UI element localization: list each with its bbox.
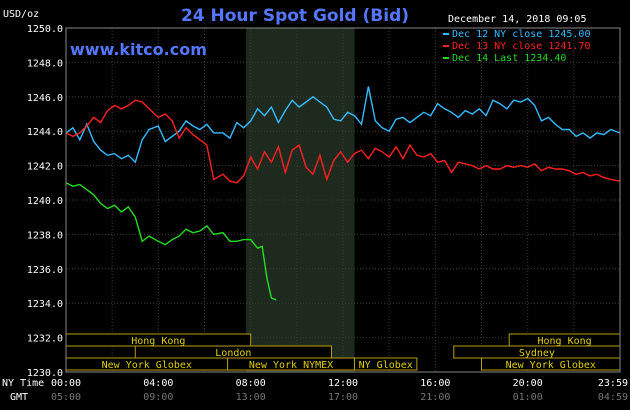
gmt-time-tick: 04:59 — [598, 392, 628, 403]
website-label: www.kitco.com — [70, 40, 207, 59]
y-tick-label: 1250.0 — [27, 24, 63, 35]
y-tick-label: 1248.0 — [27, 58, 63, 69]
x-axis-ticks: NY Time GMT 00:00 05:00 04:00 09:00 08:00 13:00… — [2, 378, 628, 403]
ny-time-row-label: NY Time — [2, 378, 44, 389]
y-tick-label: 1242.0 — [27, 162, 63, 173]
session-label: NY Globex — [359, 360, 413, 371]
gmt-time-tick: 17:00 — [328, 392, 358, 403]
y-tick-label: 1240.0 — [27, 196, 63, 207]
y-tick-label: 1238.0 — [27, 230, 63, 241]
ny-time-tick: 20:00 — [513, 378, 543, 389]
session-bar — [354, 357, 418, 371]
series-line — [65, 86, 620, 164]
y-tick-label: 1230.0 — [27, 368, 63, 379]
series-line — [65, 182, 277, 301]
price-lines — [65, 86, 620, 301]
gmt-time-tick: 13:00 — [236, 392, 266, 403]
y-tick-label: 1236.0 — [27, 265, 63, 276]
session-label: London — [215, 348, 251, 359]
ny-time-tick: 08:00 — [236, 378, 266, 389]
y-axis-ticks: 1230.0 1232.0 1234.0 1236.0 1238.0 1240.0 1242… — [27, 24, 63, 379]
session-label: Sydney — [519, 348, 555, 359]
ny-time-tick: 12:00 — [328, 378, 358, 389]
gmt-time-tick: 21:00 — [420, 392, 450, 403]
session-label: New York NYMEX — [249, 360, 333, 371]
session-label: New York Globex — [506, 360, 596, 371]
session-label: New York Globex — [102, 360, 192, 371]
gmt-time-tick: 01:00 — [513, 392, 543, 403]
ny-time-tick: 16:00 — [420, 378, 450, 389]
ny-time-tick: 23:59 — [598, 378, 628, 389]
legend-entry: Dec 13 NY close 1241.70 — [452, 41, 590, 52]
chart-title: 24 Hour Spot Gold (Bid) — [181, 6, 409, 26]
legend-entry: Dec 14 Last 1234.40 — [452, 53, 566, 64]
y-tick-label: 1246.0 — [27, 93, 63, 104]
ny-time-tick: 04:00 — [143, 378, 173, 389]
plot-frame — [65, 27, 621, 373]
y-tick-label: 1244.0 — [27, 127, 63, 138]
y-tick-label: 1232.0 — [27, 334, 63, 345]
session-label: Hong Kong — [538, 336, 592, 347]
gmt-row-label: GMT — [10, 392, 28, 403]
legend-entry: Dec 12 NY close 1245.00 — [452, 29, 590, 40]
y-tick-label: 1234.0 — [27, 299, 63, 310]
gmt-time-tick: 05:00 — [51, 392, 81, 403]
series-line — [65, 99, 620, 184]
session-label: Hong Kong — [131, 336, 185, 347]
unit-label: USD/oz — [3, 9, 39, 20]
ny-time-tick: 00:00 — [51, 378, 81, 389]
timestamp: December 14, 2018 09:05 — [448, 14, 586, 25]
gmt-time-tick: 09:00 — [143, 392, 173, 403]
